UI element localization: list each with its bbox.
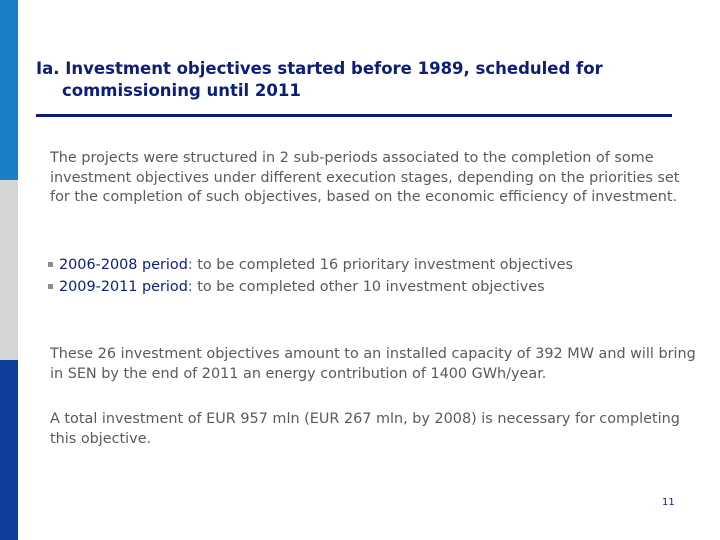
period-description: : to be completed other 10 investment ob… — [187, 279, 545, 295]
side-bar-bottom — [0, 360, 18, 540]
investment-paragraph: A total investment of EUR 957 mln (EUR 2… — [50, 411, 680, 447]
period-label: 2006-2008 period — [59, 257, 188, 273]
bullet-icon — [48, 261, 53, 267]
bullet-icon — [48, 283, 53, 289]
period-label: 2009-2011 period — [59, 279, 188, 295]
slide-title: Ia. Investment objectives started before… — [36, 58, 686, 102]
side-bar-middle — [0, 180, 18, 360]
intro-paragraph: The projects were structured in 2 sub-pe… — [50, 150, 680, 205]
period-description: : to be completed 16 prioritary investme… — [187, 257, 573, 273]
page-number: 11 — [662, 497, 675, 508]
slide-title-line-1: Ia. Investment objectives started before… — [36, 59, 603, 78]
capacity-paragraph: These 26 investment objectives amount to… — [50, 346, 696, 382]
side-bar-top — [0, 0, 18, 180]
slide-title-line-2: commissioning until 2011 — [62, 81, 301, 100]
list-item: 2009-2011 period: to be completed other … — [48, 276, 708, 298]
period-list: 2006-2008 period: to be completed 16 pri… — [48, 254, 708, 298]
title-divider — [36, 114, 672, 117]
list-item: 2006-2008 period: to be completed 16 pri… — [48, 254, 708, 276]
